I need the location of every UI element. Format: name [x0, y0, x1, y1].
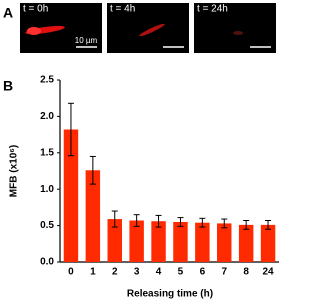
- figure: A B 10 µm t = 0h t = 4h t = 24h MFB (x10…: [3, 3, 279, 300]
- bar: [63, 129, 79, 262]
- cell: [27, 27, 41, 35]
- micrograph: 10 µm t = 0h: [20, 3, 102, 53]
- image-label: t = 4h: [110, 4, 135, 15]
- micrograph: t = 4h: [107, 3, 189, 53]
- bar: [195, 222, 210, 262]
- x-tick-label: 24: [262, 267, 274, 278]
- panel-label: A: [3, 5, 13, 21]
- bar: [217, 223, 232, 262]
- cell: [139, 23, 165, 37]
- bar: [173, 221, 188, 262]
- bar: [85, 170, 101, 262]
- x-tick-label: 4: [156, 267, 162, 278]
- bar: [260, 224, 276, 262]
- x-tick-label: 6: [200, 267, 206, 278]
- y-tick-label: 2.0: [40, 111, 54, 122]
- x-tick-label: 8: [243, 267, 249, 278]
- y-tick-label: 0.5: [40, 220, 54, 231]
- y-tick-label: 1.5: [40, 147, 54, 158]
- scale-label: 10 µm: [75, 36, 98, 45]
- x-tick-label: 1: [90, 267, 96, 278]
- x-tick-label: 2: [112, 267, 118, 278]
- image-bg: [194, 3, 276, 53]
- micrograph: t = 24h: [194, 3, 276, 53]
- image-bg: [107, 3, 189, 53]
- y-tick-label: 1.0: [40, 184, 54, 195]
- x-tick-label: 5: [178, 267, 184, 278]
- x-tick-label: 7: [221, 267, 227, 278]
- y-axis-label: MFB (x10⁶): [9, 145, 20, 197]
- image-label: t = 0h: [23, 4, 48, 15]
- x-tick-label: 3: [134, 267, 140, 278]
- x-axis-label: Releasing time (h): [127, 289, 213, 300]
- bar: [107, 219, 122, 262]
- y-tick-label: 0.0: [40, 257, 54, 268]
- image-label: t = 24h: [197, 4, 228, 15]
- bar: [151, 221, 166, 262]
- y-tick-label: 2.5: [40, 75, 54, 86]
- panel-label: B: [3, 78, 13, 94]
- x-tick-label: 0: [68, 267, 74, 278]
- bar: [238, 224, 254, 262]
- bar: [129, 220, 144, 262]
- cell: [233, 31, 243, 35]
